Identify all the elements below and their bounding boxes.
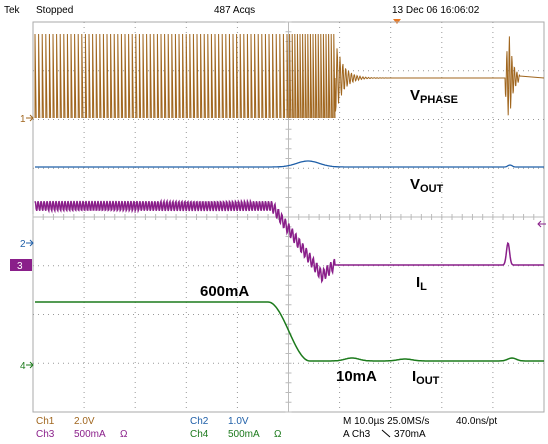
ch1-arrow — [26, 114, 34, 122]
ch3-name: Ch3 — [36, 429, 55, 440]
label-main: V — [410, 176, 420, 193]
ch2-vout — [35, 160, 544, 168]
ch2-scale: 1.0V — [228, 416, 249, 427]
iout-label: IOUT — [412, 368, 440, 387]
vphase-label: VPHASE — [410, 87, 458, 106]
ch1-marker: 1 — [20, 114, 26, 125]
trigger-source: A Ch3 — [343, 429, 371, 440]
ch4-iout — [35, 301, 544, 362]
ch2-marker: 2 — [20, 239, 26, 250]
label-main: V — [410, 87, 420, 104]
status: Stopped — [36, 5, 73, 16]
trigger-level: 370mA — [394, 429, 426, 440]
ch4-unit: Ω — [274, 429, 282, 440]
graticule — [32, 21, 544, 413]
ch2-arrow — [26, 239, 34, 247]
ch1-ring — [334, 36, 545, 116]
ch4-arrow — [26, 361, 34, 369]
ch4-name: Ch4 — [190, 429, 209, 440]
channel-markers: 1 2 3 4 — [10, 114, 546, 372]
il-label: IL — [416, 274, 427, 293]
ch1-scale: 2.0V — [74, 416, 95, 427]
label-main: I — [416, 274, 420, 291]
vout-label: VOUT — [410, 176, 444, 195]
ch1-name: Ch1 — [36, 416, 55, 427]
label-main: I — [412, 368, 416, 385]
trigger-level-arrow — [537, 220, 546, 228]
brand: Tek — [4, 5, 21, 16]
ch4-marker: 4 — [20, 361, 26, 372]
waveforms — [34, 33, 545, 362]
ch2-name: Ch2 — [190, 416, 209, 427]
ch1-switching — [34, 33, 336, 119]
footer: Ch1 2.0V Ch3 500mA Ω Ch2 1.0V Ch4 500mA … — [36, 416, 497, 440]
label-sub: OUT — [416, 375, 440, 387]
ch3-il — [34, 198, 544, 284]
ch3-marker-box — [10, 259, 32, 271]
trigger-slope-icon — [381, 429, 391, 438]
timebase: M 10.0µs 25.0MS/s — [343, 416, 429, 427]
label-sub: PHASE — [420, 94, 458, 106]
acquisitions: 487 Acqs — [214, 5, 255, 16]
label-sub: OUT — [420, 183, 444, 195]
label-sub: L — [420, 281, 427, 293]
ch3-unit: Ω — [120, 429, 128, 440]
ch4-scale: 500mA — [228, 429, 260, 440]
timestamp: 13 Dec 06 16:06:02 — [392, 5, 480, 16]
current-high-label: 600mA — [200, 283, 249, 300]
ch3-marker: 3 — [17, 261, 23, 272]
ch3-scale: 500mA — [74, 429, 106, 440]
current-low-label: 10mA — [336, 368, 377, 385]
resolution: 40.0ns/pt — [456, 416, 497, 427]
